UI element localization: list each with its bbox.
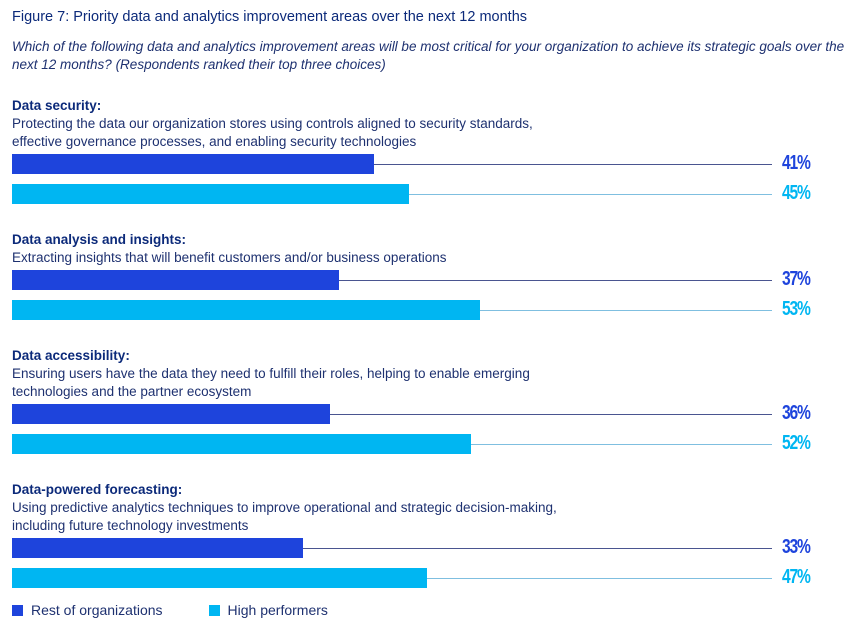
leader-line — [471, 444, 772, 445]
data-label: 47% — [782, 566, 811, 588]
category-description: effective governance processes, and enab… — [12, 134, 417, 149]
legend: Rest of organizations High performers — [12, 602, 328, 618]
category-description: Extracting insights that will benefit cu… — [12, 250, 447, 265]
bar — [12, 154, 375, 174]
bar — [12, 184, 410, 204]
category-description: Ensuring users have the data they need t… — [12, 366, 530, 381]
bar-row: 33% — [12, 536, 852, 558]
category-description: technologies and the partner ecosystem — [12, 384, 252, 399]
category-heading: Data analysis and insights: — [12, 232, 187, 247]
chart-subtitle: Which of the following data and analytic… — [12, 39, 845, 72]
category-description: Protecting the data our organization sto… — [12, 116, 533, 131]
legend-swatch — [208, 604, 220, 616]
bar-groups: Data security: Protecting the data our or… — [12, 97, 852, 615]
leader-line — [427, 578, 772, 579]
legend-label: High performers — [227, 602, 328, 618]
bar — [12, 300, 480, 320]
bar-row: 41% — [12, 152, 852, 174]
data-label: 41% — [782, 152, 811, 174]
data-label: 53% — [782, 298, 811, 320]
category-description: Using predictive analytics techniques to… — [12, 500, 557, 515]
bar-row: 52% — [12, 432, 852, 454]
leader-line — [303, 548, 772, 549]
bar-row: 45% — [12, 182, 852, 204]
legend-item-rest: Rest of organizations — [12, 602, 163, 618]
leader-line — [329, 414, 772, 415]
data-label: 33% — [782, 536, 811, 558]
chart-title: Figure 7: Priority data and analytics im… — [12, 9, 528, 25]
bar — [12, 434, 472, 454]
bar-group: Data accessibility: Ensuring users have t… — [12, 347, 852, 454]
leader-line — [374, 164, 772, 165]
bar — [12, 270, 339, 290]
data-label: 52% — [782, 432, 811, 454]
bar — [12, 404, 330, 424]
bar-row: 37% — [12, 268, 852, 290]
bar — [12, 538, 304, 558]
bar-group: Data security: Protecting the data our or… — [12, 97, 852, 204]
bar-group: Data-powered forecasting: Using predictiv… — [12, 481, 852, 588]
category-heading: Data-powered forecasting: — [12, 482, 183, 497]
bar-row: 53% — [12, 298, 852, 320]
bar — [12, 568, 427, 588]
bar-row: 47% — [12, 566, 852, 588]
data-label: 36% — [782, 402, 811, 424]
data-label: 45% — [782, 182, 811, 204]
bar-row: 36% — [12, 402, 852, 424]
legend-item-high: High performers — [208, 602, 328, 618]
leader-line — [409, 194, 772, 195]
category-heading: Data security: — [12, 98, 102, 113]
bar-group: Data analysis and insights: Extracting in… — [12, 231, 852, 320]
leader-line — [479, 310, 772, 311]
data-label: 37% — [782, 268, 811, 290]
leader-line — [338, 280, 772, 281]
category-description: including future technology investments — [12, 518, 249, 533]
category-heading: Data accessibility: — [12, 348, 130, 363]
legend-swatch — [12, 604, 23, 616]
legend-label: Rest of organizations — [31, 602, 163, 618]
